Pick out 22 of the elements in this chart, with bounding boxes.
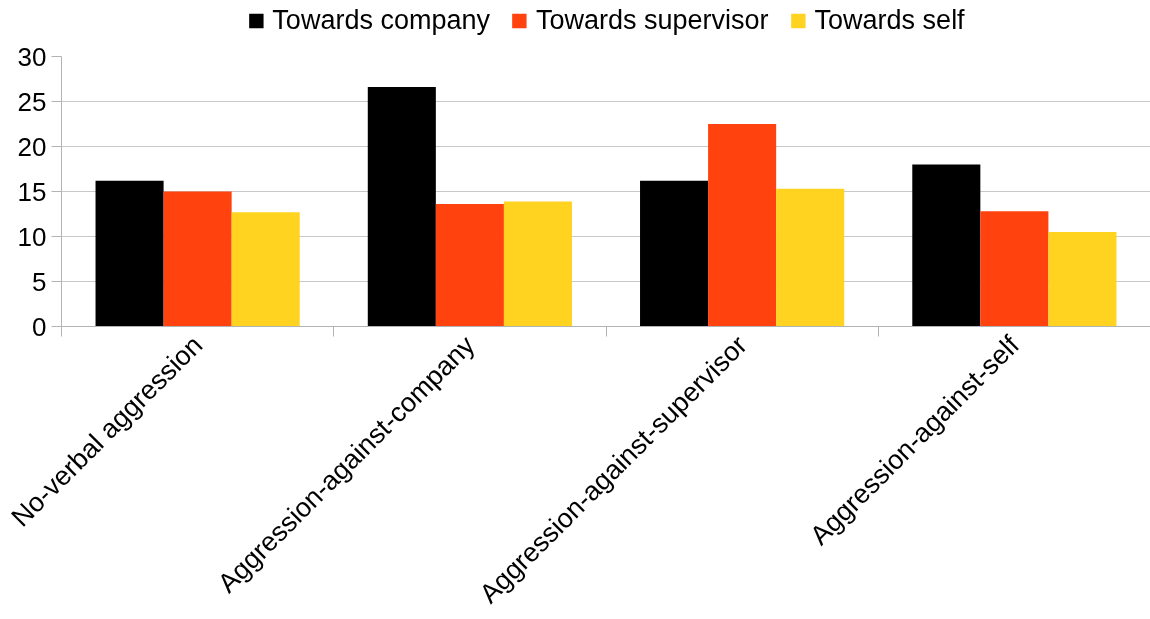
bar xyxy=(1048,232,1117,327)
bar xyxy=(776,188,845,327)
bar xyxy=(163,191,232,327)
bar xyxy=(367,87,436,327)
y-tick-label: 15 xyxy=(17,176,47,207)
bar xyxy=(95,180,164,327)
bar xyxy=(912,164,981,327)
legend-label: Towards self xyxy=(814,4,965,36)
bar xyxy=(640,180,709,327)
bar xyxy=(231,212,300,327)
y-tick-label: 0 xyxy=(32,311,47,342)
y-tick-label: 25 xyxy=(17,86,47,117)
y-tick-label: 5 xyxy=(32,266,47,297)
y-tick-label: 20 xyxy=(17,131,47,162)
legend-label: Towards supervisor xyxy=(535,4,769,36)
y-tick-label: 30 xyxy=(17,41,47,72)
y-tick-label: 10 xyxy=(17,221,47,252)
legend-label: Towards company xyxy=(272,4,490,36)
bar xyxy=(980,211,1049,327)
bar xyxy=(435,204,504,327)
bar xyxy=(708,124,777,327)
bar xyxy=(503,201,572,327)
